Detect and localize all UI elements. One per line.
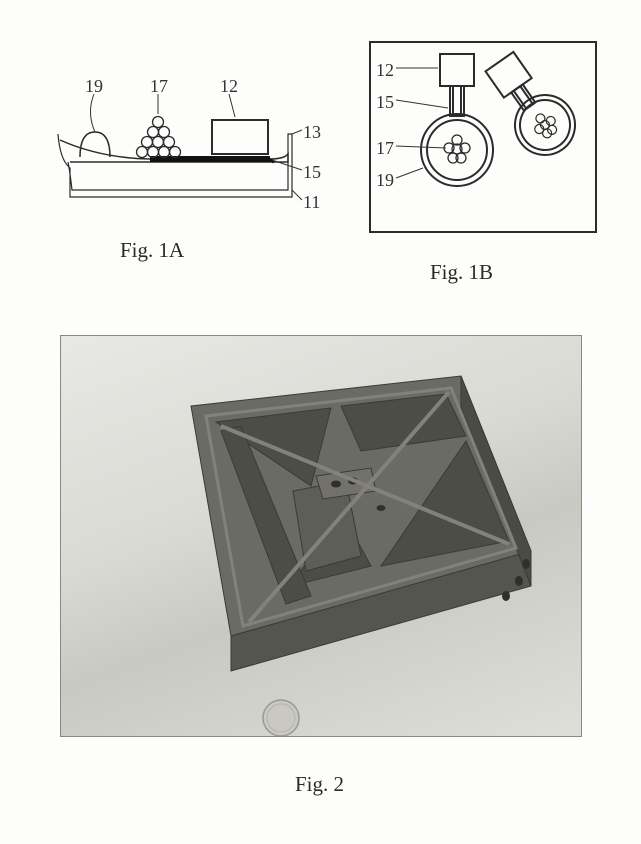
label-12: 12 xyxy=(376,60,394,81)
droplet-icon xyxy=(80,132,110,157)
ring-outer xyxy=(503,83,587,167)
sphere-cluster xyxy=(444,135,470,163)
label-15: 15 xyxy=(303,162,321,183)
figure-1a-svg xyxy=(40,62,315,222)
label-17: 17 xyxy=(150,76,168,97)
heater-block xyxy=(486,52,532,98)
label-19: 19 xyxy=(376,170,394,191)
figure-1a: 19 17 12 13 15 11 xyxy=(40,62,315,222)
sphere-cluster xyxy=(528,108,561,142)
page: 19 17 12 13 15 11 xyxy=(0,0,641,844)
hole-icon xyxy=(377,505,386,511)
plate-body xyxy=(191,376,531,671)
heater-block xyxy=(440,54,474,86)
label-17: 17 xyxy=(376,138,394,159)
label-15: 15 xyxy=(376,92,394,113)
coin-icon xyxy=(263,700,299,736)
label-12: 12 xyxy=(220,76,238,97)
caption-fig1b: Fig. 1B xyxy=(430,260,493,285)
figure-2-svg xyxy=(61,336,581,736)
side-hole-icon xyxy=(522,559,530,569)
crucible-outline xyxy=(58,134,292,197)
caption-fig2: Fig. 2 xyxy=(295,772,344,797)
caption-fig1a: Fig. 1A xyxy=(120,238,184,263)
leader-lines xyxy=(90,94,302,200)
hole-icon xyxy=(331,481,341,488)
side-hole-icon xyxy=(515,576,523,586)
stem-inner xyxy=(453,86,461,116)
side-hole-icon xyxy=(502,591,510,601)
label-11: 11 xyxy=(303,192,320,213)
spheres-stack xyxy=(137,117,181,158)
label-13: 13 xyxy=(303,122,321,143)
heater-block xyxy=(212,120,268,154)
assembly-left xyxy=(421,54,493,186)
figure-1b: 12 15 17 19 xyxy=(340,30,600,252)
figure-2-photo xyxy=(60,335,582,737)
ring-mid xyxy=(427,120,487,180)
label-19: 19 xyxy=(85,76,103,97)
ring-outer xyxy=(421,114,493,186)
